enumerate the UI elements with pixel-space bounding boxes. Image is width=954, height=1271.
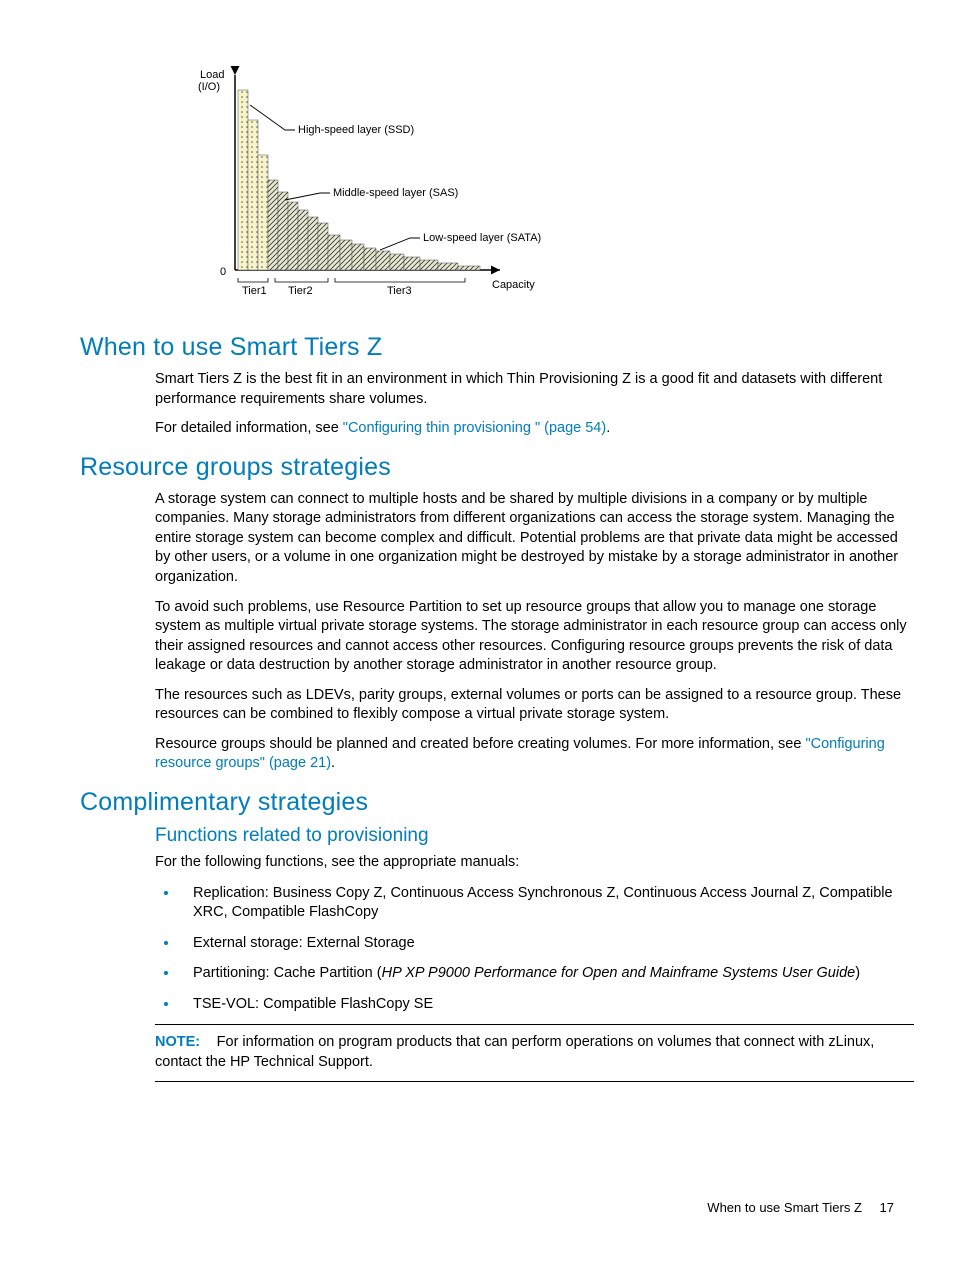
complimentary-body: Functions related to provisioning For th… [155, 825, 914, 1082]
note-label: NOTE: [155, 1034, 200, 1050]
list-item: Partitioning: Cache Partition (HP XP P90… [179, 963, 914, 984]
y-axis-label-2: (I/O) [198, 81, 220, 93]
list-item: External storage: External Storage [179, 933, 914, 954]
resource-groups-para1: A storage system can connect to multiple… [155, 490, 914, 588]
smart-tiers-para1: Smart Tiers Z is the best fit in an envi… [155, 370, 914, 409]
smart-tiers-para2: For detailed information, see "Configuri… [155, 419, 914, 439]
tier3-label: Tier3 [387, 285, 412, 297]
bullet-text-italic: HP XP P9000 Performance for Open and Mai… [382, 965, 856, 981]
bullet-text: TSE-VOL: Compatible FlashCopy SE [193, 996, 433, 1012]
list-item: TSE-VOL: Compatible FlashCopy SE [179, 994, 914, 1015]
page-number: 17 [880, 1200, 894, 1215]
bullet-text-post: ) [855, 965, 860, 981]
note-text: For information on program products that… [155, 1034, 874, 1070]
page-footer: When to use Smart Tiers Z 17 [707, 1200, 894, 1215]
smart-tiers-para2-post: . [606, 420, 610, 436]
resource-groups-para4-post: . [331, 755, 335, 771]
resource-groups-para4-pre: Resource groups should be planned and cr… [155, 736, 805, 752]
smart-tiers-para2-pre: For detailed information, see [155, 420, 343, 436]
sas-layer-label: Middle-speed layer (SAS) [333, 187, 458, 199]
tier2-label: Tier2 [288, 285, 313, 297]
list-item: Replication: Business Copy Z, Continuous… [179, 883, 914, 923]
y-axis-label-1: Load [200, 69, 224, 81]
note-box: NOTE: For information on program product… [155, 1024, 914, 1081]
functions-list: Replication: Business Copy Z, Continuous… [155, 883, 914, 1015]
sata-layer-label: Low-speed layer (SATA) [423, 232, 541, 244]
footer-title: When to use Smart Tiers Z [707, 1200, 862, 1215]
tier1-label: Tier1 [242, 285, 267, 297]
resource-groups-para3: The resources such as LDEVs, parity grou… [155, 686, 914, 725]
functions-intro: For the following functions, see the app… [155, 853, 914, 873]
resource-groups-body: A storage system can connect to multiple… [155, 490, 914, 774]
tier-diagram-svg: High-speed layer (SSD) Middle-speed laye… [190, 60, 610, 310]
thin-provisioning-link[interactable]: "Configuring thin provisioning " (page 5… [343, 420, 606, 436]
functions-subheading: Functions related to provisioning [155, 825, 914, 847]
document-page: High-speed layer (SSD) Middle-speed laye… [0, 0, 954, 1271]
smart-tiers-heading: When to use Smart Tiers Z [80, 333, 924, 362]
origin-label: 0 [220, 266, 226, 278]
complimentary-heading: Complimentary strategies [80, 788, 924, 817]
resource-groups-heading: Resource groups strategies [80, 453, 924, 482]
resource-groups-para4: Resource groups should be planned and cr… [155, 735, 914, 774]
bullet-text: External storage: External Storage [193, 935, 415, 951]
tier-diagram: High-speed layer (SSD) Middle-speed laye… [190, 60, 924, 315]
x-axis-label: Capacity [492, 279, 535, 291]
bullet-text-pre: Partitioning: Cache Partition ( [193, 965, 382, 981]
resource-groups-para2: To avoid such problems, use Resource Par… [155, 598, 914, 676]
smart-tiers-body: Smart Tiers Z is the best fit in an envi… [155, 370, 914, 439]
ssd-layer-label: High-speed layer (SSD) [298, 124, 414, 136]
bullet-text: Replication: Business Copy Z, Continuous… [193, 885, 893, 921]
